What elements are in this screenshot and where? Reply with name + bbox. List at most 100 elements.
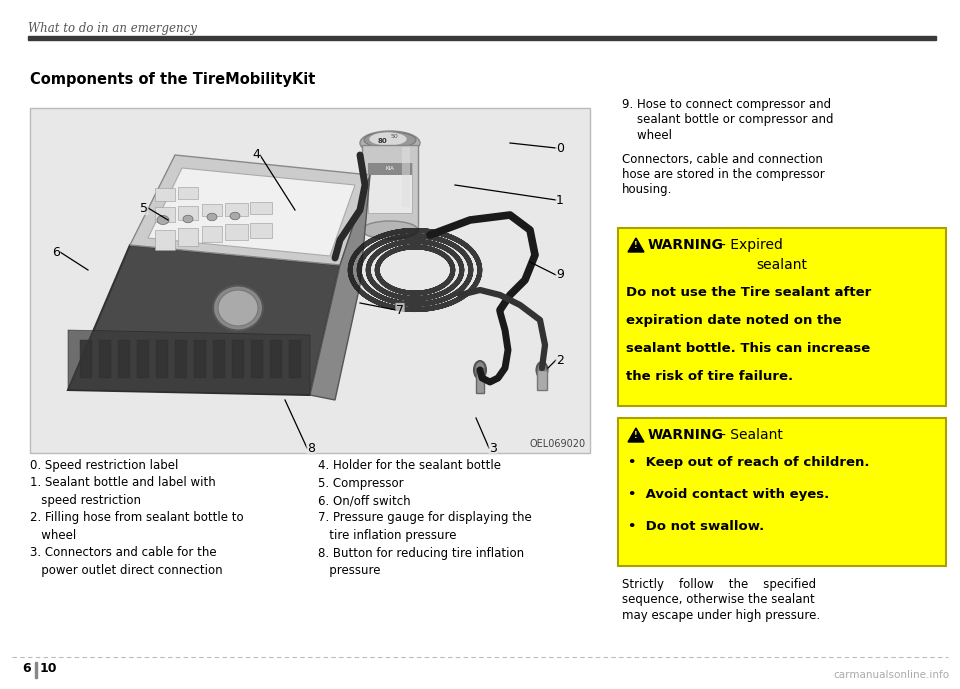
Bar	[175, 340, 187, 378]
Text: 0: 0	[556, 141, 564, 154]
Bar	[202, 204, 222, 216]
Bar	[537, 370, 547, 390]
Bar	[250, 202, 272, 214]
Text: 9. Hose to connect compressor and: 9. Hose to connect compressor and	[622, 98, 831, 111]
Ellipse shape	[537, 362, 547, 378]
Bar	[35, 662, 36, 678]
Text: sealant bottle. This can increase: sealant bottle. This can increase	[626, 342, 871, 355]
Text: - Sealant: - Sealant	[721, 428, 782, 442]
Text: 1: 1	[556, 194, 564, 207]
Text: 9: 9	[556, 269, 564, 282]
Polygon shape	[130, 155, 370, 265]
Text: may escape under high pressure.: may escape under high pressure.	[622, 609, 820, 622]
Text: 6. On/off switch: 6. On/off switch	[318, 494, 411, 507]
Text: WARNING: WARNING	[648, 238, 724, 252]
Ellipse shape	[207, 214, 217, 220]
Text: 4: 4	[252, 149, 260, 161]
Polygon shape	[68, 330, 310, 395]
Text: 8. Button for reducing tire inflation: 8. Button for reducing tire inflation	[318, 546, 524, 559]
Bar	[476, 368, 484, 393]
Bar	[618, 418, 946, 566]
Text: Strictly    follow    the    specified: Strictly follow the specified	[622, 578, 816, 591]
Text: !: !	[635, 240, 637, 249]
Text: What to do in an emergency: What to do in an emergency	[28, 22, 197, 35]
Ellipse shape	[364, 132, 416, 148]
Bar	[155, 188, 175, 201]
Ellipse shape	[369, 132, 407, 146]
Polygon shape	[310, 175, 370, 400]
Text: housing.: housing.	[622, 183, 672, 196]
Text: 7: 7	[396, 303, 404, 316]
Bar	[251, 340, 263, 378]
Ellipse shape	[362, 221, 418, 239]
Polygon shape	[68, 245, 340, 395]
Text: expiration date noted on the: expiration date noted on the	[626, 314, 842, 327]
Bar	[99, 340, 111, 378]
Bar	[270, 340, 282, 378]
Text: 8: 8	[307, 442, 315, 455]
Text: 0. Speed restriction label: 0. Speed restriction label	[30, 459, 179, 472]
Text: carmanualsonline.info: carmanualsonline.info	[834, 670, 950, 680]
Bar	[289, 340, 301, 378]
Text: Components of the TireMobilityKit: Components of the TireMobilityKit	[30, 72, 316, 87]
Bar	[155, 230, 175, 250]
Bar	[137, 340, 149, 378]
Text: 80: 80	[377, 138, 387, 144]
Bar	[213, 340, 225, 378]
Bar	[368, 163, 412, 175]
Bar	[30, 108, 590, 453]
Text: 10: 10	[40, 662, 58, 675]
Bar	[118, 340, 130, 378]
Text: WARNING: WARNING	[648, 428, 724, 442]
Bar	[178, 228, 198, 246]
Text: the risk of tire failure.: the risk of tire failure.	[626, 370, 793, 383]
Text: wheel: wheel	[30, 529, 76, 542]
Bar	[194, 340, 206, 378]
Text: hose are stored in the compressor: hose are stored in the compressor	[622, 168, 825, 181]
Text: 2. Filling hose from sealant bottle to: 2. Filling hose from sealant bottle to	[30, 511, 244, 524]
Bar	[28, 36, 936, 39]
Bar	[178, 206, 198, 220]
Text: 5: 5	[140, 201, 148, 214]
Ellipse shape	[183, 215, 193, 223]
Bar	[368, 163, 412, 213]
Polygon shape	[148, 168, 355, 256]
Text: 3: 3	[489, 442, 497, 455]
Bar	[178, 187, 198, 199]
Text: - Expired: - Expired	[721, 238, 782, 252]
Polygon shape	[628, 238, 644, 252]
Ellipse shape	[230, 212, 240, 220]
Text: 3. Connectors and cable for the: 3. Connectors and cable for the	[30, 546, 217, 559]
Text: 1. Sealant bottle and label with: 1. Sealant bottle and label with	[30, 477, 216, 489]
Ellipse shape	[213, 285, 263, 331]
Text: pressure: pressure	[318, 564, 380, 577]
Text: Connectors, cable and connection: Connectors, cable and connection	[622, 152, 823, 165]
Text: !: !	[635, 431, 637, 440]
Text: sequence, otherwise the sealant: sequence, otherwise the sealant	[622, 593, 815, 606]
Ellipse shape	[218, 290, 258, 326]
Bar	[202, 226, 222, 242]
Text: sealant: sealant	[756, 258, 807, 272]
Bar	[250, 223, 272, 238]
Ellipse shape	[360, 131, 420, 155]
Text: •  Keep out of reach of children.: • Keep out of reach of children.	[628, 456, 870, 469]
Bar	[402, 147, 410, 207]
Bar	[80, 340, 92, 378]
Text: KIA: KIA	[386, 167, 395, 172]
Text: tire inflation pressure: tire inflation pressure	[318, 529, 457, 542]
Bar	[232, 340, 244, 378]
Text: wheel: wheel	[622, 129, 672, 142]
Ellipse shape	[157, 216, 169, 225]
Text: Do not use the Tire sealant after: Do not use the Tire sealant after	[626, 286, 872, 299]
Text: power outlet direct connection: power outlet direct connection	[30, 564, 223, 577]
Text: 4. Holder for the sealant bottle: 4. Holder for the sealant bottle	[318, 459, 501, 472]
Text: sealant bottle or compressor and: sealant bottle or compressor and	[622, 114, 833, 127]
Bar	[225, 203, 248, 216]
Text: •  Avoid contact with eyes.: • Avoid contact with eyes.	[628, 488, 829, 501]
Bar	[156, 340, 168, 378]
Text: 6: 6	[22, 662, 31, 675]
Text: •  Do not swallow.: • Do not swallow.	[628, 520, 764, 533]
Bar	[155, 207, 175, 222]
Text: 5. Compressor: 5. Compressor	[318, 477, 403, 489]
Bar	[225, 224, 248, 240]
